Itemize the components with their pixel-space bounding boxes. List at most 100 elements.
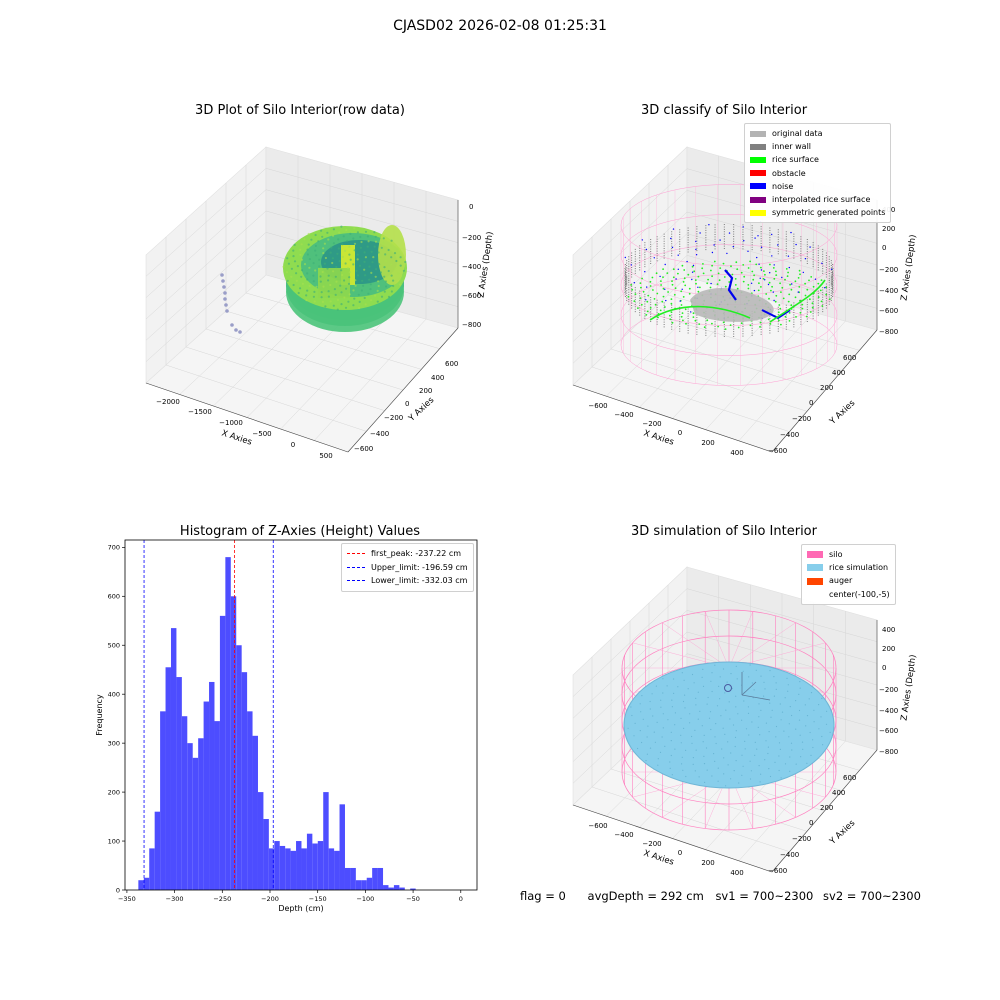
simulation-rice-point	[681, 763, 683, 765]
classify-rice-point	[633, 300, 636, 302]
simulation-rice-point	[798, 693, 800, 695]
simulation-rice-point	[788, 723, 790, 725]
classify-rice-point	[682, 319, 684, 322]
classify-rice-point	[717, 272, 720, 275]
classify-noise-point	[624, 256, 626, 259]
classify-rice-point	[711, 275, 713, 278]
simulation-rice-point	[727, 741, 729, 743]
simulation-rice-point	[810, 692, 813, 694]
classify-rice-point	[699, 286, 701, 289]
raw-point	[402, 269, 405, 272]
classify-rice-point	[645, 314, 648, 316]
legend-item-original-data: original data	[750, 127, 885, 140]
simulation-rice-point	[725, 709, 727, 711]
classify-rice-point	[641, 277, 643, 280]
simulation-rice-point	[656, 721, 658, 723]
raw-point	[359, 246, 362, 249]
legend-swatch	[750, 209, 766, 216]
simulation-rice-point	[691, 735, 693, 738]
classify-rice-point	[646, 310, 649, 313]
classify-rice-point	[661, 300, 664, 303]
raw-point	[399, 256, 402, 259]
simulation-rice-point	[660, 699, 662, 701]
classify-rice-point	[753, 274, 755, 277]
simulation-auger	[741, 681, 757, 696]
classify-rice-point	[765, 293, 768, 295]
simulation-rice-point	[674, 724, 676, 726]
classify-rice-point	[688, 292, 691, 295]
raw-point	[335, 265, 338, 269]
raw-point	[348, 293, 351, 296]
simulation-rice-point	[730, 752, 732, 754]
classify-rice-point	[775, 294, 778, 297]
classify-rice-point	[670, 311, 673, 313]
classify-noise-point	[814, 278, 817, 280]
raw-point	[312, 262, 315, 265]
classify-noise-point	[644, 271, 646, 273]
classify-rice-point	[671, 280, 673, 282]
raw-point	[319, 280, 322, 283]
legend-item-rice-surface: rice surface	[750, 153, 885, 166]
raw-point	[376, 300, 379, 303]
simulation-rice-point	[753, 689, 755, 691]
simulation-rice-point	[646, 736, 648, 738]
classify-rice-point	[799, 311, 802, 314]
classify-noise-point	[764, 279, 766, 281]
histogram-bar	[214, 721, 220, 890]
simulation-rice-point	[774, 761, 776, 763]
histogram-y-tick-label: 100	[108, 837, 120, 845]
classify-ytick: 0	[809, 399, 813, 407]
raw-point	[348, 276, 351, 279]
legend-label: noise	[772, 181, 794, 191]
simulation-rice-point	[649, 747, 652, 749]
simulation-ytick: 200	[820, 804, 833, 812]
raw-point	[292, 255, 295, 258]
classify-point-cloud	[620, 184, 838, 386]
simulation-rice-point	[670, 731, 672, 733]
simulation-rice-point	[670, 740, 672, 742]
classify-rice-point	[694, 279, 697, 281]
classify-noise-point	[681, 288, 683, 290]
classify-noise-cluster	[761, 309, 791, 320]
simulation-rice-point	[714, 736, 716, 738]
raw-point	[364, 230, 368, 233]
classify-rice-point	[682, 296, 685, 298]
simulation-rice-point	[786, 677, 788, 679]
classify-rice-point	[680, 290, 683, 293]
raw-point	[378, 257, 382, 260]
classify-noise-point	[795, 243, 797, 246]
simulation-rice-point	[757, 726, 759, 728]
classify-rice-point	[683, 269, 686, 271]
classify-rice-point	[652, 289, 654, 291]
classify-rice-arc	[649, 305, 751, 321]
classify-noise-point	[692, 264, 695, 267]
classify-noise-point	[753, 289, 756, 292]
classify-rice-point	[692, 312, 695, 315]
classify-rice-point	[724, 328, 727, 330]
simulation-ztick: 200	[882, 645, 895, 653]
simulation-rice-point	[711, 672, 713, 674]
raw-ztick: −400	[462, 263, 481, 271]
legend-item-lower-limit: Lower_limit: -332.03 cm	[347, 574, 468, 588]
legend-item-inner-wall: inner wall	[750, 140, 885, 153]
raw-xlabel: X Axies	[220, 428, 253, 447]
status-flag: flag = 0	[520, 889, 566, 903]
simulation-rice-point	[741, 774, 743, 776]
classify-rice-point	[672, 268, 675, 271]
raw-point	[308, 284, 311, 287]
raw-ztick: −200	[462, 234, 481, 242]
simulation-rice-point	[771, 709, 773, 711]
histogram-bar	[143, 877, 150, 890]
raw-ytick: 200	[419, 387, 432, 395]
classify-rice-point	[817, 296, 820, 298]
histogram-bar	[252, 735, 258, 890]
raw-point	[321, 235, 324, 238]
histogram-y-ticks: 0 100 200 300 400 500 600 700	[108, 544, 125, 894]
raw-point	[376, 289, 379, 292]
classify-rice-point	[666, 272, 669, 274]
simulation-rice-point	[699, 710, 701, 712]
classify-rice-point	[703, 326, 706, 329]
raw-point	[364, 303, 367, 306]
classify-rice-point	[790, 288, 793, 291]
simulation-rice-point	[689, 713, 691, 715]
